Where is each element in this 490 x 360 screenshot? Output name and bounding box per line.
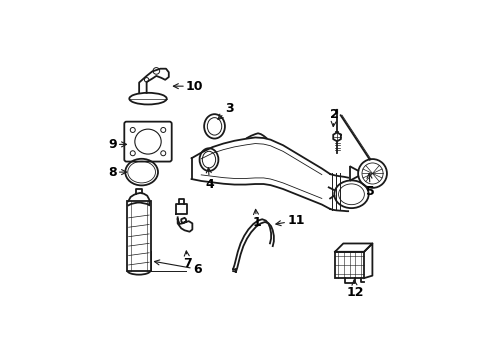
Text: 8: 8 [108, 166, 126, 179]
Text: 5: 5 [366, 173, 375, 198]
Text: 2: 2 [330, 108, 339, 126]
Text: 7: 7 [183, 251, 192, 270]
Text: 4: 4 [205, 168, 214, 191]
Text: 1: 1 [252, 210, 261, 229]
Bar [335, 252, 364, 278]
Text: 11: 11 [276, 214, 305, 227]
Text: 6: 6 [154, 260, 201, 276]
Text: 3: 3 [218, 102, 233, 120]
Bar [127, 201, 150, 270]
Text: 9: 9 [108, 138, 126, 151]
Text: 12: 12 [346, 280, 364, 299]
Text: 10: 10 [173, 80, 203, 93]
